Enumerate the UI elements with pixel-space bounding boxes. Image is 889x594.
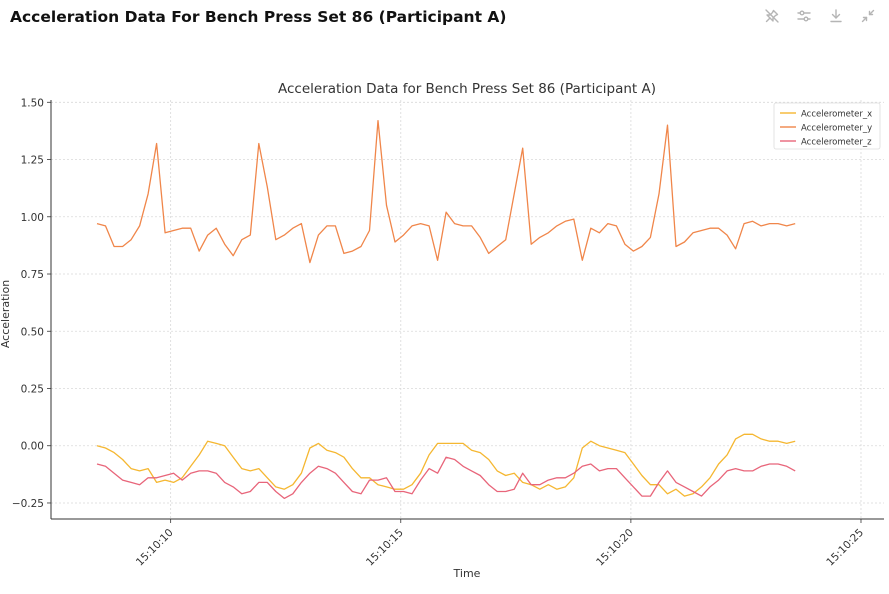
y-tick-label: 1.25 [21,155,44,167]
legend-label: Accelerometer_x [801,110,872,120]
y-tick-label: 1.00 [21,212,44,224]
collapse-icon [861,9,875,23]
legend-label: Accelerometer_y [801,124,872,134]
chart-toolbar [763,7,877,25]
axes: −0.25 0.00 0.25 0.50 0.75 1.00 1.25 1.50 15:10:1… [12,97,884,568]
chart-title: Acceleration Data for Bench Press Set 86… [278,81,656,97]
y-axis-label: Acceleration [0,280,12,348]
x-tick-label: 15:10:25 [824,527,866,569]
download-button[interactable] [827,7,845,25]
y-tick-label: 0.75 [21,269,44,281]
series-group [96,119,796,500]
series-line-accelerometer-y [96,119,796,264]
grid-lines [51,100,884,519]
page-title: Acceleration Data For Bench Press Set 86… [10,8,507,26]
legend-label: Accelerometer_z [801,138,872,148]
y-tick-label: −0.25 [12,498,44,510]
series-line-accelerometer-x [96,433,796,497]
sliders-icon [797,10,811,22]
x-axis-label: Time [453,567,481,580]
legend-box [773,102,881,150]
y-tick-label: 1.50 [21,97,44,109]
app-header: Acceleration Data For Bench Press Set 86… [0,0,889,38]
y-tick-label: 0.25 [21,383,44,395]
x-tick-label: 15:10:10 [134,527,176,569]
y-tick-label: 0.00 [21,441,44,453]
series-line-accelerometer-z [96,456,796,500]
settings-button[interactable] [795,7,813,25]
pin-off-icon [765,9,779,23]
download-icon [830,9,842,23]
pin-off-button[interactable] [763,7,781,25]
y-tick-label: 0.50 [21,326,44,338]
x-tick-label: 15:10:20 [594,527,636,569]
legend: Accelerometer_x Accelerometer_y Accelerome… [773,102,881,150]
collapse-button[interactable] [859,7,877,25]
x-tick-label: 15:10:15 [364,527,406,569]
